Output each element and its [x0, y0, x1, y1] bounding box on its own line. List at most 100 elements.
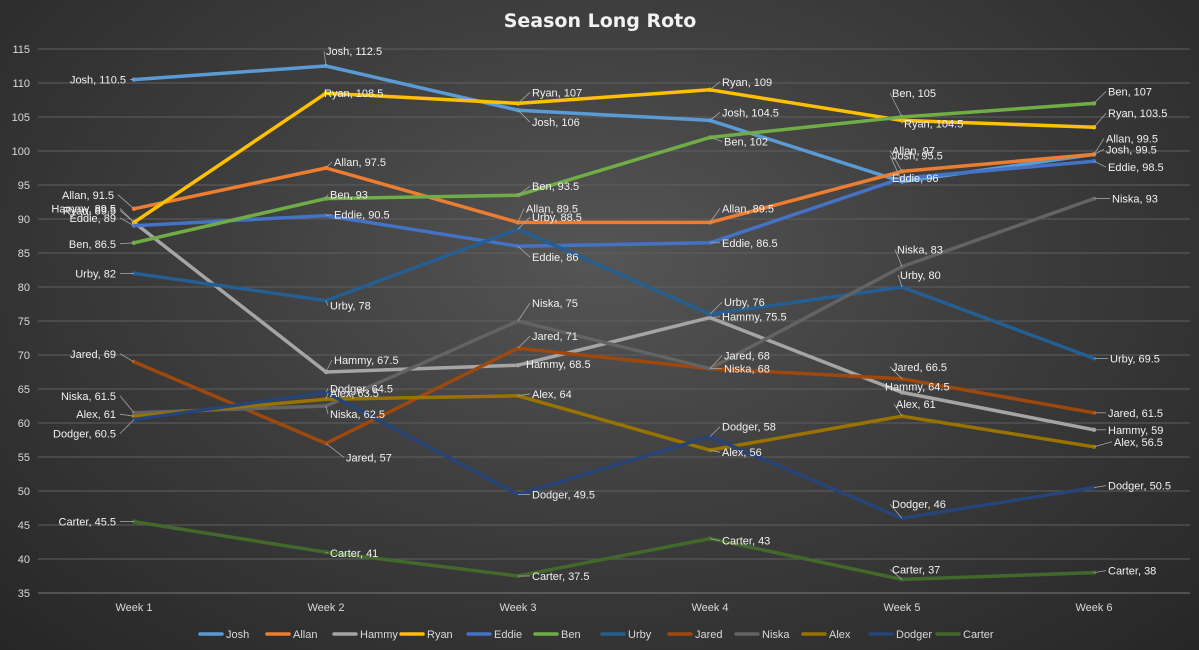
data-label-jared: Jared, 57: [346, 452, 392, 464]
leader-line: [119, 413, 135, 417]
data-label-ryan: Ryan, 109: [722, 77, 772, 89]
leader-line: [517, 109, 531, 123]
data-label-hammy: Hammy, 67.5: [334, 355, 399, 367]
data-label-ben: Ben, 86.5: [69, 239, 116, 251]
data-label-dodger: Dodger, 60.5: [53, 429, 116, 441]
series-line-allan: [132, 152, 1096, 225]
leader-line: [709, 449, 721, 453]
series-line-ryan: [132, 88, 1096, 225]
data-label-alex: Alex, 64: [532, 389, 572, 401]
data-label-niska: Niska, 75: [532, 298, 578, 310]
series-line-alex: [132, 394, 1096, 452]
leader-line: [517, 92, 531, 104]
leader-line: [325, 388, 329, 393]
series-line-dodger: [132, 390, 1096, 520]
leader-line: [517, 393, 531, 397]
leader-line: [517, 335, 531, 349]
data-label-hammy: Hammy, 89.5: [51, 203, 116, 215]
axes: 35 40 45 50 55 60 65 70 75 80 85 90 95 100 105 110 115 We…: [12, 44, 1190, 614]
leader-line: [325, 443, 345, 458]
leader-line: [709, 81, 721, 91]
data-label-allan: Allan, 97.5: [334, 157, 386, 169]
leader-line: [325, 194, 329, 199]
data-label-carter: Carter, 41: [330, 548, 378, 560]
y-tick-label: 35: [18, 588, 30, 600]
series-line-ben: [132, 101, 1096, 245]
y-tick-label: 40: [18, 554, 30, 566]
data-label-eddie: Eddie, 96: [892, 173, 938, 185]
data-label-ben: Ben, 93.5: [532, 181, 579, 193]
x-tick-label: Week 6: [1075, 602, 1112, 614]
leader-line: [1093, 485, 1107, 488]
data-label-hammy: Hammy, 64.5: [885, 381, 950, 393]
x-tick-label: Week 3: [499, 602, 536, 614]
series-line-jared: [132, 346, 1096, 446]
series-line-hammy: [132, 220, 1096, 432]
leader-line: [889, 155, 903, 182]
legend-label-hammy: Hammy: [360, 629, 398, 641]
data-label-alex: Alex, 61: [896, 399, 936, 411]
leader-line: [709, 208, 721, 223]
leader-line: [709, 316, 721, 318]
data-label-alex: Alex, 61: [76, 409, 116, 421]
leader-line: [119, 353, 135, 363]
leader-line: [882, 386, 903, 393]
leader-line: [1093, 441, 1113, 448]
legend: Josh Allan Hammy Ryan Eddie Ben Urby Jared Niska…: [198, 629, 994, 641]
data-label-allan: Allan, 89.5: [722, 203, 774, 215]
leader-line: [517, 208, 525, 223]
x-tick-label: Week 5: [883, 602, 920, 614]
x-tick-label: Week 4: [691, 602, 728, 614]
data-label-urby: Urby, 80: [900, 270, 941, 282]
leader-line: [517, 216, 531, 230]
y-tick-label: 85: [18, 248, 30, 260]
data-label-jared: Jared, 71: [532, 331, 578, 343]
leader-line: [325, 161, 333, 169]
series-line-niska: [132, 196, 1096, 415]
legend-label-alex: Alex: [829, 629, 851, 641]
leader-line: [889, 150, 903, 172]
leader-line: [709, 137, 723, 142]
data-label-urby: Urby, 69.5: [1110, 353, 1160, 365]
y-tick-label: 75: [18, 316, 30, 328]
y-tick-label: 115: [12, 44, 30, 56]
leader-line: [897, 274, 903, 288]
data-label-allan: Allan, 97: [892, 145, 935, 157]
data-label-urby: Urby, 78: [330, 301, 371, 313]
leader-line: [517, 302, 531, 322]
data-label-dodger: Dodger, 50.5: [1108, 481, 1171, 493]
data-label-josh: Josh, 112.5: [326, 46, 382, 58]
data-label-allan: Allan, 89.5: [526, 203, 578, 215]
leader-line: [889, 503, 903, 519]
data-label-carter: Carter, 45.5: [59, 517, 116, 529]
legend-label-allan: Allan: [293, 629, 317, 641]
data-label-eddie: Eddie, 90.5: [334, 210, 390, 222]
data-label-jared: Jared, 69: [70, 349, 116, 361]
data-label-allan: Allan, 99.5: [1106, 133, 1158, 145]
leader-line: [709, 112, 721, 121]
y-tick-label: 55: [18, 452, 30, 464]
legend-label-ben: Ben: [561, 629, 581, 641]
leader-line: [889, 569, 903, 580]
data-label-hammy: Hammy, 68.5: [526, 359, 591, 371]
data-label-ben: Ben, 93: [330, 190, 368, 202]
y-tick-label: 90: [18, 214, 30, 226]
data-label-carter: Carter, 43: [722, 536, 770, 548]
data-label-jared: Jared, 61.5: [1108, 408, 1163, 420]
leader-line: [1093, 91, 1107, 104]
series-lines: [131, 63, 1097, 582]
y-tick-label: 60: [18, 418, 30, 430]
data-label-carter: Carter, 37.5: [532, 571, 589, 583]
leader-line: [709, 426, 721, 437]
data-label-jared: Jared, 66.5: [892, 362, 947, 374]
data-label-niska: Niska, 93: [1112, 194, 1158, 206]
y-tick-label: 95: [18, 180, 30, 192]
leader-line: [1093, 149, 1105, 155]
data-label-dodger: Dodger, 58: [722, 422, 776, 434]
data-label-hammy: Hammy, 59: [1108, 425, 1163, 437]
data-label-eddie: Eddie, 86: [532, 252, 578, 264]
data-label-josh: Josh, 95.5: [892, 151, 943, 163]
data-label-ben: Ben, 105: [892, 88, 936, 100]
leader-line: [517, 245, 531, 258]
series-line-eddie: [132, 159, 1096, 248]
